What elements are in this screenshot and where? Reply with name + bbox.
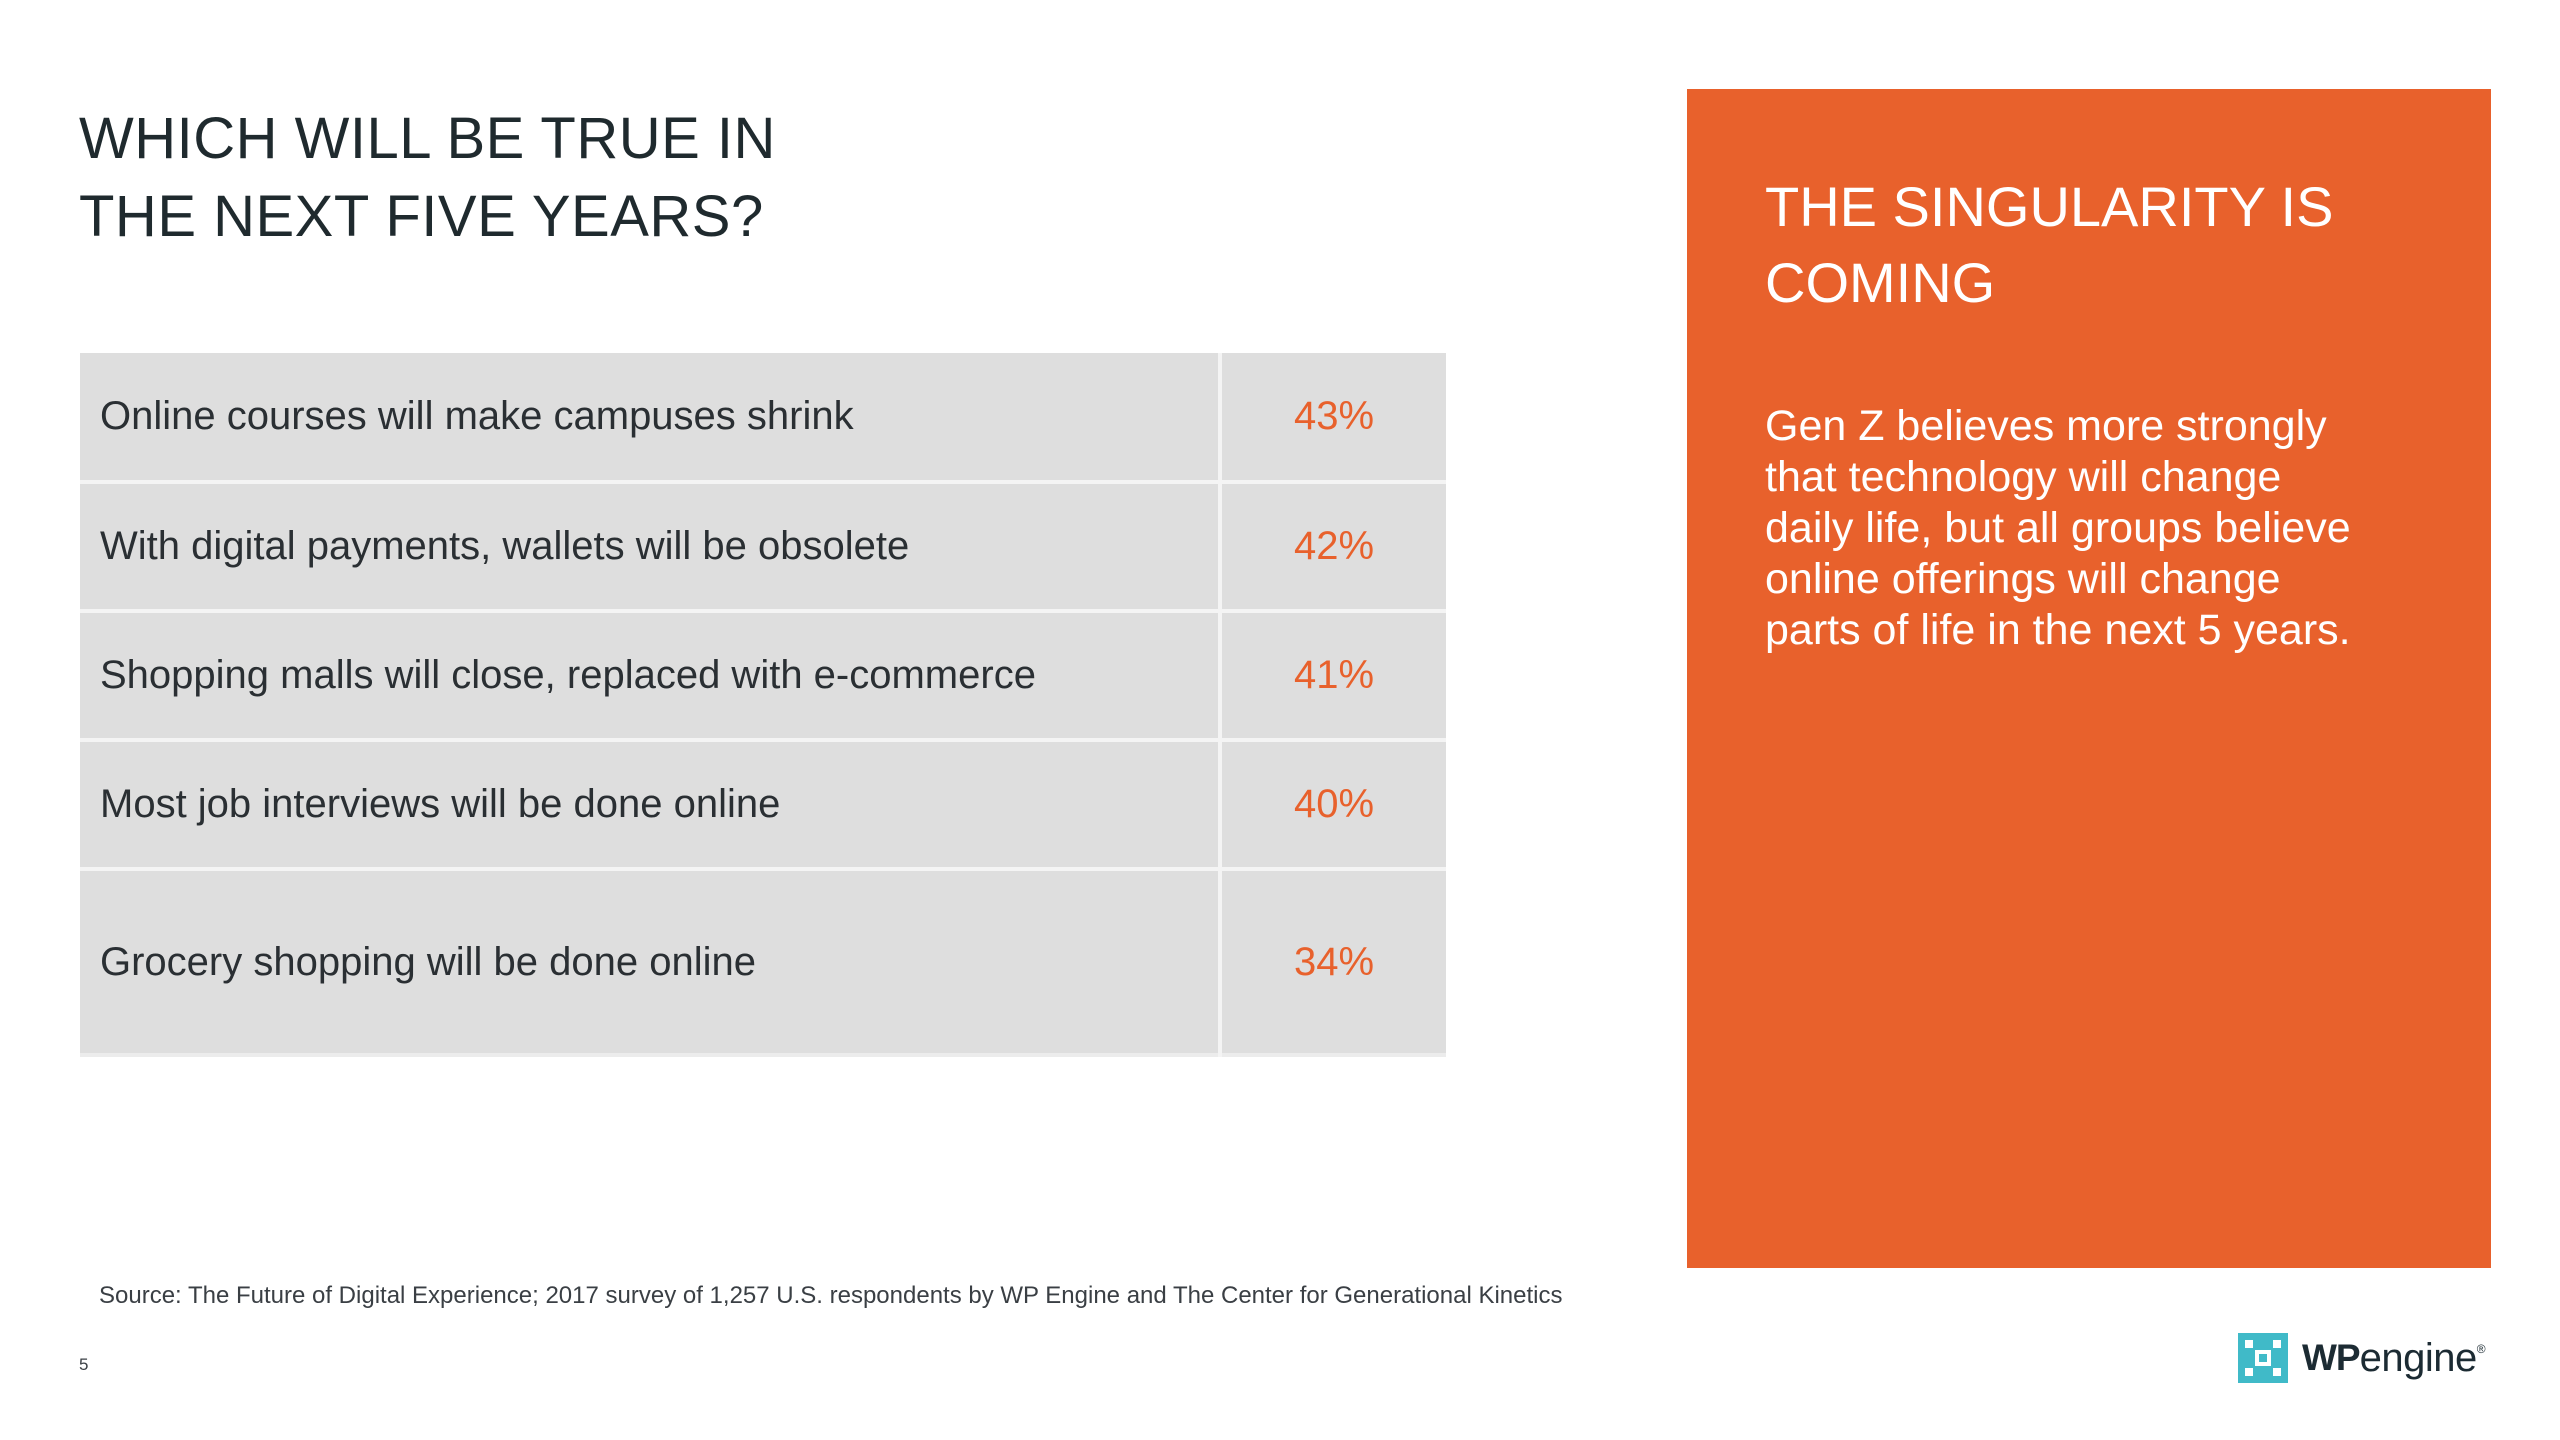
logo-registered-mark: ® <box>2476 1342 2486 1356</box>
percent-cell: 43% <box>1293 394 1375 438</box>
callout-heading-line-1: The singularity is <box>1765 175 2334 238</box>
logo-wp-text: WP <box>2302 1337 2361 1378</box>
callout-body-line: parts of life in the next 5 years. <box>1765 606 2351 654</box>
statement-cell: Online courses will make campuses shrink <box>80 353 1222 482</box>
callout-body: Gen Z believes more strongly that techno… <box>1765 401 2425 656</box>
slide-title-line-2: the next five years? <box>79 184 764 249</box>
percent-cell: 41% <box>1293 653 1375 697</box>
callout-heading: The singularity is coming <box>1765 169 2333 321</box>
percent-cell: 40% <box>1293 782 1375 826</box>
table-row: Most job interviews will be done online … <box>80 740 1446 869</box>
callout-body-line: online offerings will change <box>1765 555 2281 603</box>
slide-title-line-1: Which will be true in <box>79 106 776 171</box>
page-number: 5 <box>79 1355 89 1374</box>
statement-cell: Shopping malls will close, replaced with… <box>80 611 1222 740</box>
source-note: Source: The Future of Digital Experience… <box>99 1282 1563 1309</box>
percent-cell: 34% <box>1293 939 1375 984</box>
callout-body-line: Gen Z believes more strongly <box>1765 402 2327 450</box>
callout-panel: The singularity is coming Gen Z believes… <box>1687 89 2491 1268</box>
table-row: Grocery shopping will be done online 34% <box>80 869 1446 1055</box>
wp-engine-mark-icon <box>2238 1333 2288 1383</box>
logo-engine-text: engine <box>2359 1335 2478 1380</box>
callout-heading-line-2: coming <box>1765 251 1996 314</box>
table-row: Shopping malls will close, replaced with… <box>80 611 1446 740</box>
statement-cell: With digital payments, wallets will be o… <box>80 482 1222 611</box>
stats-table: Online courses will make campuses shrink… <box>80 353 1446 1057</box>
slide-title: Which will be true in the next five year… <box>79 100 776 256</box>
callout-body-line: daily life, but all groups believe <box>1765 504 2351 552</box>
statement-cell: Grocery shopping will be done online <box>80 869 1222 1055</box>
percent-cell: 42% <box>1293 524 1375 568</box>
callout-body-line: that technology will change <box>1765 453 2282 501</box>
table-row: With digital payments, wallets will be o… <box>80 482 1446 611</box>
wp-engine-logo: WP engine ® <box>2238 1332 2486 1384</box>
statement-cell: Most job interviews will be done online <box>80 740 1222 869</box>
table-row: Online courses will make campuses shrink… <box>80 353 1446 482</box>
